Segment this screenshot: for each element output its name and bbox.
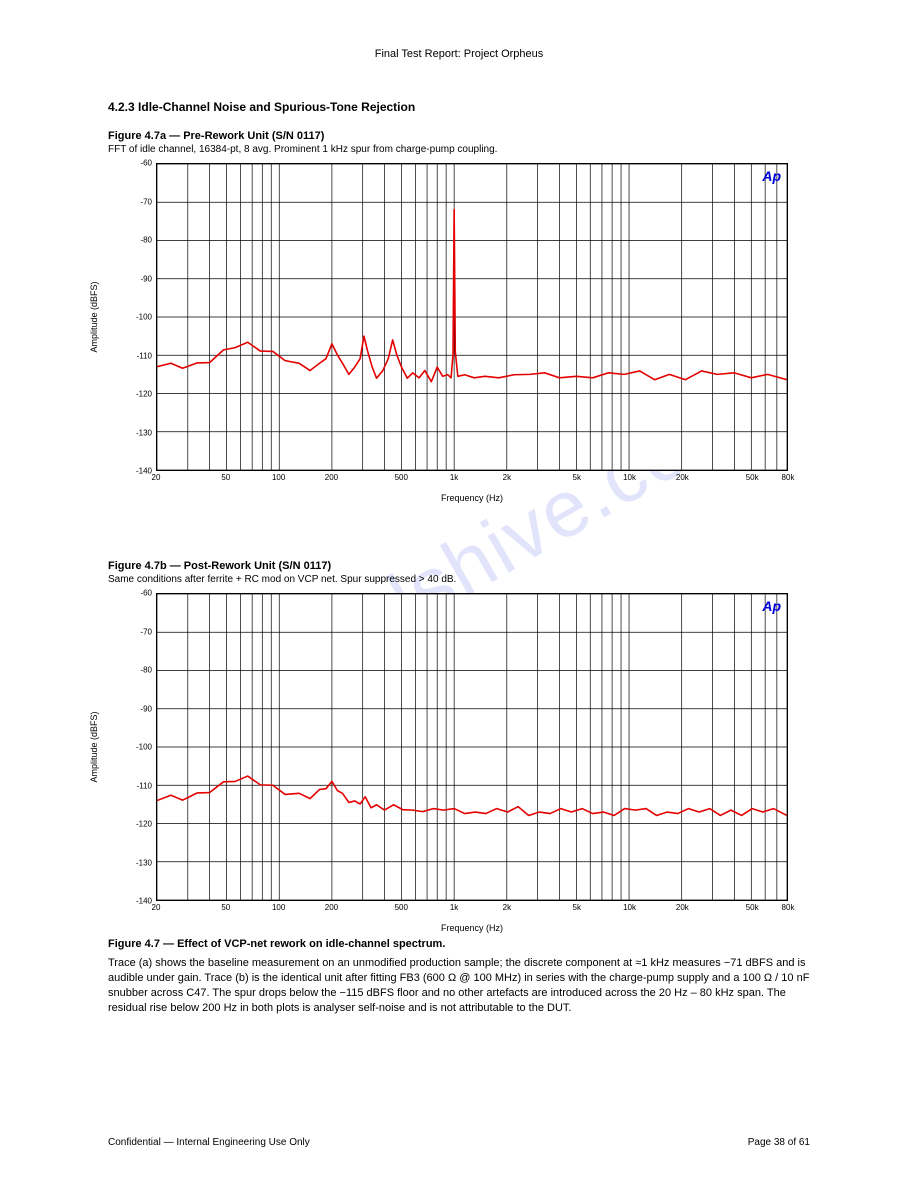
brand-logo: Ap — [762, 168, 781, 184]
ytick: -120 — [136, 820, 152, 829]
xtick: 100 — [272, 903, 285, 912]
figure-b-plot: Amplitude (dBFS) -140-130-120-110-100-90… — [108, 593, 788, 933]
xtick: 80k — [782, 903, 795, 912]
xtick: 100 — [272, 473, 285, 482]
ytick: -60 — [140, 589, 152, 598]
xtick: 500 — [395, 903, 408, 912]
xtick: 20 — [152, 473, 161, 482]
figure-b-ylabel: Amplitude (dBFS) — [89, 711, 99, 782]
xtick: 10k — [623, 903, 636, 912]
xtick: 200 — [325, 903, 338, 912]
figure-b-title: Figure 4.7b — Post-Rework Unit (S/N 0117… — [108, 560, 788, 572]
xtick: 50 — [221, 473, 230, 482]
xtick: 20k — [676, 473, 689, 482]
xtick: 500 — [395, 473, 408, 482]
ytick: -130 — [136, 428, 152, 437]
xtick: 2k — [503, 903, 511, 912]
xtick: 10k — [623, 473, 636, 482]
ytick: -140 — [136, 897, 152, 906]
xtick: 5k — [572, 473, 580, 482]
brand-logo: Ap — [762, 598, 781, 614]
ytick: -110 — [137, 351, 152, 360]
ytick: -110 — [137, 781, 152, 790]
ytick: -140 — [136, 467, 152, 476]
figure-a-yaxis: Amplitude (dBFS) -140-130-120-110-100-90… — [108, 163, 156, 471]
ytick: -70 — [140, 627, 152, 636]
figure-b: Figure 4.7b — Post-Rework Unit (S/N 0117… — [108, 560, 788, 933]
figure-a-plot: Amplitude (dBFS) -140-130-120-110-100-90… — [108, 163, 788, 503]
xtick: 2k — [503, 473, 511, 482]
figure-b-chartbox: Ap — [156, 593, 788, 901]
figure-a-xaxis: 20501002005001k2k5k10k20k50k80k Frequenc… — [156, 471, 788, 503]
figure-b-yaxis: Amplitude (dBFS) -140-130-120-110-100-90… — [108, 593, 156, 901]
ytick: -100 — [136, 743, 152, 752]
xtick: 50k — [746, 473, 759, 482]
ytick: -60 — [140, 159, 152, 168]
figure-a-xlabel: Frequency (Hz) — [441, 493, 503, 503]
figure-a-ylabel: Amplitude (dBFS) — [89, 281, 99, 352]
caption-body: Trace (a) shows the baseline measurement… — [108, 956, 810, 1015]
ytick: -70 — [140, 197, 152, 206]
figure-caption: Figure 4.7 — Effect of VCP-net rework on… — [108, 938, 810, 1015]
xtick: 20k — [676, 903, 689, 912]
ytick: -120 — [136, 390, 152, 399]
page-header: Final Test Report: Project Orpheus — [0, 48, 918, 60]
xtick: 20 — [152, 903, 161, 912]
figure-a: Figure 4.7a — Pre-Rework Unit (S/N 0117)… — [108, 130, 788, 503]
ytick: -130 — [136, 858, 152, 867]
xtick: 50k — [746, 903, 759, 912]
figure-a-subtitle: FFT of idle channel, 16384-pt, 8 avg. Pr… — [108, 144, 788, 155]
figure-b-xaxis: 20501002005001k2k5k10k20k50k80k Frequenc… — [156, 901, 788, 933]
ytick: -90 — [140, 274, 152, 283]
figure-b-xlabel: Frequency (Hz) — [441, 923, 503, 933]
xtick: 50 — [221, 903, 230, 912]
xtick: 1k — [450, 473, 458, 482]
xtick: 1k — [450, 903, 458, 912]
ytick: -80 — [140, 666, 152, 675]
xtick: 80k — [782, 473, 795, 482]
xtick: 200 — [325, 473, 338, 482]
figure-a-chartbox: Ap — [156, 163, 788, 471]
ytick: -100 — [136, 313, 152, 322]
ytick: -90 — [140, 704, 152, 713]
figure-a-title: Figure 4.7a — Pre-Rework Unit (S/N 0117) — [108, 130, 788, 142]
figure-b-subtitle: Same conditions after ferrite + RC mod o… — [108, 574, 788, 585]
section-title: 4.2.3 Idle-Channel Noise and Spurious-To… — [108, 100, 415, 114]
page-footer: Confidential — Internal Engineering Use … — [108, 1137, 810, 1148]
footer-right: Page 38 of 61 — [748, 1137, 810, 1148]
caption-title: Figure 4.7 — Effect of VCP-net rework on… — [108, 938, 445, 950]
ytick: -80 — [140, 236, 152, 245]
xtick: 5k — [572, 903, 580, 912]
footer-left: Confidential — Internal Engineering Use … — [108, 1137, 310, 1148]
